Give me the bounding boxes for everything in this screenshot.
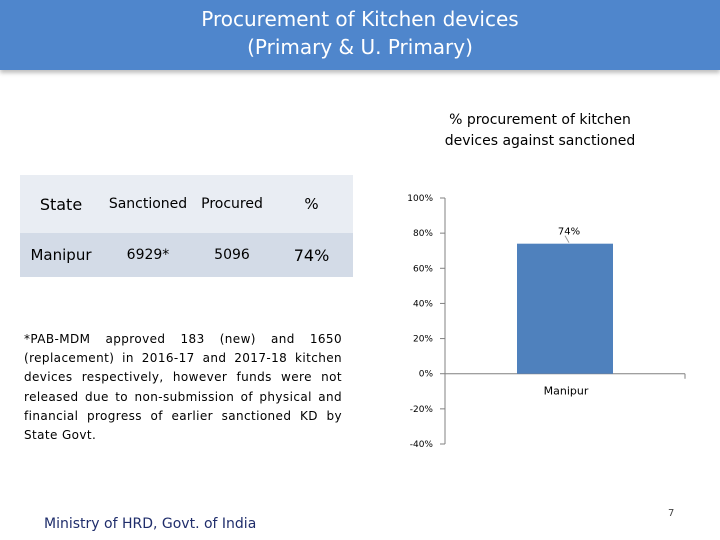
footer-ministry: Ministry of HRD, Govt. of India xyxy=(44,516,257,532)
procurement-table: State Sanctioned Procured % Manipur 6929… xyxy=(20,175,353,277)
y-tick-label: -40% xyxy=(410,440,434,450)
y-tick-label: 20% xyxy=(413,335,433,345)
page-number: 7 xyxy=(668,508,675,519)
y-tick-label: 60% xyxy=(413,264,433,274)
table-header-row: State Sanctioned Procured % xyxy=(20,175,353,233)
page-title-line2: (Primary & U. Primary) xyxy=(247,35,473,59)
header-sanctioned: Sanctioned xyxy=(102,175,194,233)
footnote: *PAB-MDM approved 183 (new) and 1650 (re… xyxy=(24,332,342,443)
y-tick-label: 0% xyxy=(419,370,434,380)
bar-manipur xyxy=(517,243,613,374)
y-tick-label: 40% xyxy=(413,299,433,309)
y-tick-label: 80% xyxy=(413,229,433,239)
page-title-line1: Procurement of Kitchen devices xyxy=(201,7,519,31)
category-label: Manipur xyxy=(544,385,589,398)
data-label-leader xyxy=(564,235,570,243)
cell-sanctioned: 6929* xyxy=(102,233,194,277)
header-procured: Procured xyxy=(194,175,270,233)
table-row: Manipur 6929* 5096 74% xyxy=(20,233,353,277)
title-banner: Procurement of Kitchen devices (Primary … xyxy=(0,0,720,70)
header-percent: % xyxy=(270,175,353,233)
cell-procured: 5096 xyxy=(194,233,270,277)
chart-title-line2: devices against sanctioned xyxy=(444,133,636,149)
chart-title-line1: % procurement of kitchen xyxy=(449,112,631,128)
header-state: State xyxy=(20,175,102,233)
y-tick-label: 100% xyxy=(407,194,433,204)
cell-percent: 74% xyxy=(270,233,353,277)
chart-title: % procurement of kitchen devices against… xyxy=(420,110,660,152)
data-label: 74% xyxy=(558,227,580,238)
cell-state: Manipur xyxy=(20,233,102,277)
y-tick-label: -20% xyxy=(410,405,434,415)
